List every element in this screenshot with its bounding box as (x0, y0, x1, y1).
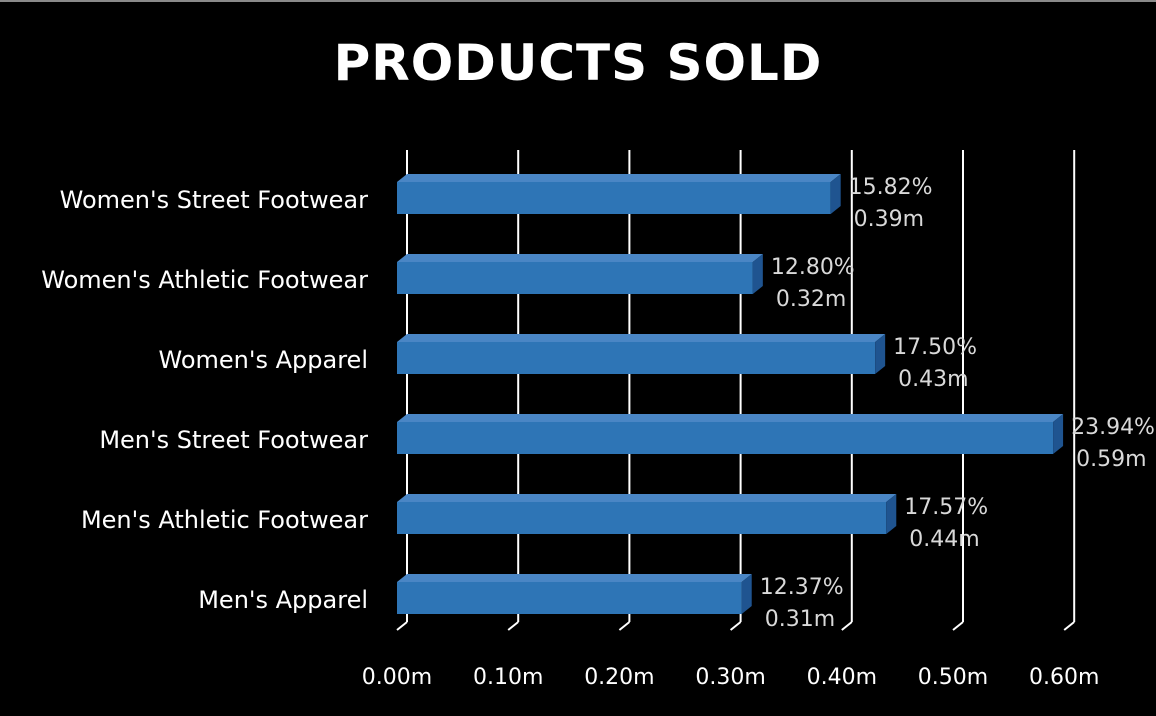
bar-side (830, 174, 841, 214)
bar-side (741, 574, 752, 614)
x-tick-label: 0.60m (1029, 665, 1099, 690)
data-label-value: 0.43m (898, 367, 968, 392)
x-tick-label: 0.10m (473, 665, 543, 690)
category-label: Women's Apparel (159, 346, 368, 374)
gridline-foot (396, 621, 408, 631)
bar (397, 502, 887, 534)
data-label-percent: 23.94% (1071, 415, 1155, 440)
bar-side (752, 254, 763, 294)
bar (397, 262, 753, 294)
top-border (0, 0, 1156, 2)
gridline-foot (952, 621, 964, 631)
x-tick-label: 0.00m (362, 665, 432, 690)
bar-side (875, 334, 886, 374)
data-label-value: 0.59m (1076, 447, 1146, 472)
bar (397, 342, 876, 374)
x-tick-label: 0.20m (584, 665, 654, 690)
category-label: Women's Athletic Footwear (41, 266, 368, 294)
bar-top (397, 334, 886, 342)
gridline-foot (507, 621, 519, 631)
gridlines (396, 150, 1076, 631)
bar-top (397, 574, 752, 582)
data-label-percent: 12.37% (760, 575, 844, 600)
x-tick-label: 0.50m (918, 665, 988, 690)
data-label-percent: 15.82% (849, 175, 933, 200)
data-label-value: 0.31m (765, 607, 835, 632)
bar-top (397, 254, 763, 262)
category-label: Women's Street Footwear (60, 186, 368, 214)
category-label: Men's Apparel (198, 586, 368, 614)
data-label-value: 0.32m (776, 287, 846, 312)
chart-title: PRODUCTS SOLD (333, 34, 823, 92)
data-label-percent: 12.80% (771, 255, 855, 280)
x-tick-label: 0.40m (807, 665, 877, 690)
bar-top (397, 174, 841, 182)
data-label-percent: 17.57% (904, 495, 988, 520)
x-tick-label: 0.30m (695, 665, 765, 690)
bar (397, 182, 831, 214)
category-label: Men's Athletic Footwear (81, 506, 368, 534)
bar-top (397, 414, 1064, 422)
bar-side (1053, 414, 1064, 454)
bar-top (397, 494, 897, 502)
bar (397, 582, 742, 614)
labels: 0.00m 0.10m 0.20m 0.30m 0.40m 0.50m 0.60m Women… (41, 175, 1155, 690)
data-label-value: 0.39m (854, 207, 924, 232)
bar (397, 422, 1054, 454)
category-label: Men's Street Footwear (99, 426, 368, 454)
bars (397, 174, 1064, 614)
gridline-foot (618, 621, 631, 631)
gridline-foot (1063, 621, 1075, 631)
gridline-foot (729, 621, 742, 631)
data-label-value: 0.44m (909, 527, 979, 552)
data-label-percent: 17.50% (893, 335, 977, 360)
bar-side (886, 494, 897, 534)
gridline-foot (841, 621, 853, 631)
